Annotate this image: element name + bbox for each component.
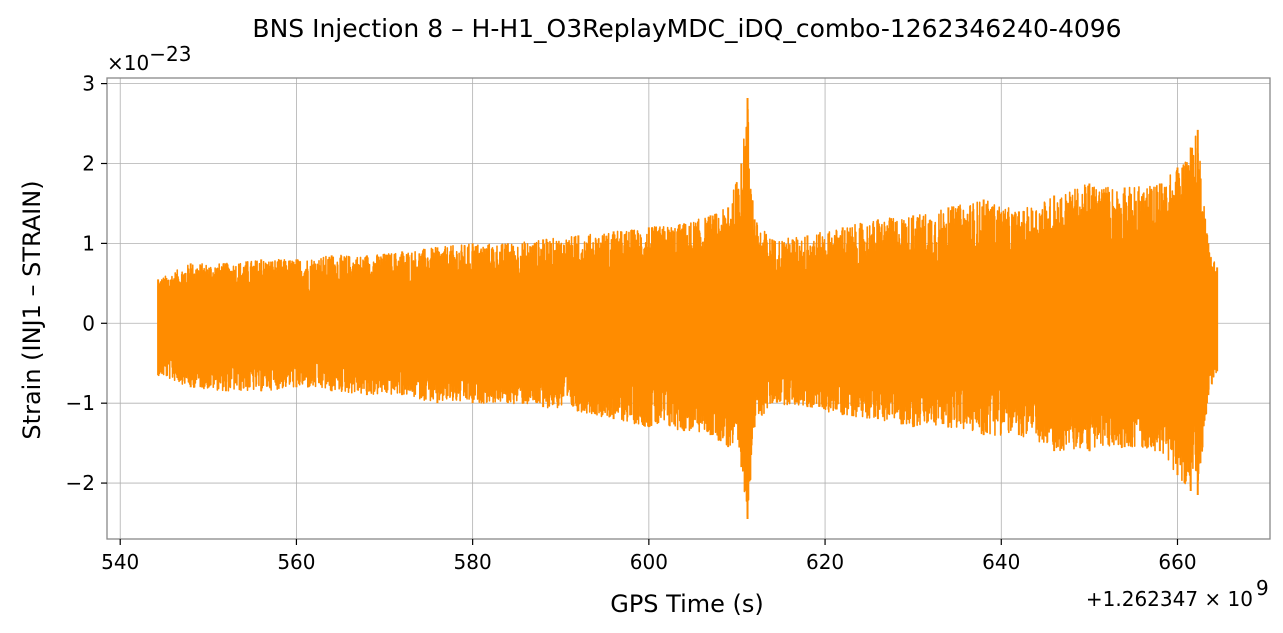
y-scale-factor-base: ×10: [107, 51, 149, 75]
x-tick-label: 560: [277, 550, 315, 574]
x-tick-label: 620: [806, 550, 844, 574]
chart-title: BNS Injection 8 – H-H1_O3ReplayMDC_iDQ_c…: [252, 14, 1121, 43]
x-axis-ticks: 540 560 580 600 620 640 660: [101, 539, 1197, 574]
y-tick-label: 0: [82, 311, 95, 335]
y-axis-label: Strain (INJ1 – STRAIN): [18, 180, 46, 439]
y-tick-label: 2: [82, 151, 95, 175]
x-axis-label: GPS Time (s): [610, 590, 764, 618]
series-layer: [157, 97, 1219, 520]
x-tick-label: 640: [982, 550, 1020, 574]
y-tick-label: 1: [82, 231, 95, 255]
y-scale-factor-exponent: −23: [149, 42, 191, 66]
strain-series-line: [157, 108, 1218, 518]
x-tick-label: 600: [630, 550, 668, 574]
x-offset-base: +1.262347 × 10: [1086, 587, 1253, 611]
y-tick-label: −1: [66, 391, 95, 415]
y-tick-label: 3: [82, 72, 95, 96]
x-offset-exponent: 9: [1256, 576, 1269, 600]
y-scale-factor: ×10−23: [107, 42, 191, 75]
y-axis-ticks: −2 −1 0 1 2 3: [66, 72, 107, 495]
x-tick-label: 660: [1158, 550, 1196, 574]
x-tick-label: 540: [101, 550, 139, 574]
x-tick-label: 580: [454, 550, 492, 574]
y-tick-label: −2: [66, 471, 95, 495]
plot-frame: [106, 77, 1271, 540]
x-offset-label: +1.262347 × 10: [1086, 587, 1253, 611]
